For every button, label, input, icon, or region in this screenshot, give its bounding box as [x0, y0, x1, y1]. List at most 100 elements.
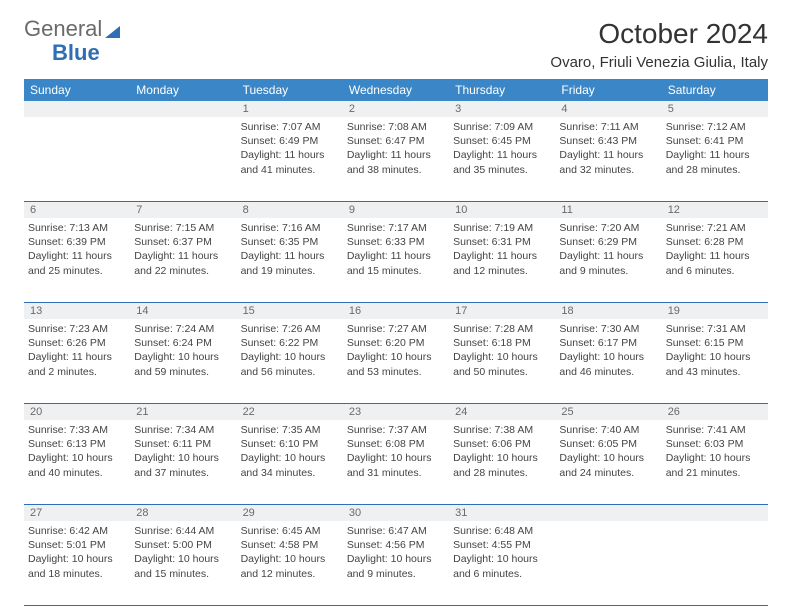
- day1-line: Daylight: 10 hours: [347, 552, 445, 566]
- sunset-line: Sunset: 5:00 PM: [134, 538, 232, 552]
- header: GeneralBlue October 2024 Ovaro, Friuli V…: [24, 18, 768, 71]
- day-cell: Sunrise: 7:13 AMSunset: 6:39 PMDaylight:…: [24, 218, 130, 302]
- daynum-row: 6789101112: [24, 202, 768, 218]
- daynum-row: 2728293031: [24, 505, 768, 521]
- week-row: Sunrise: 7:13 AMSunset: 6:39 PMDaylight:…: [24, 218, 768, 303]
- day-cell: Sunrise: 6:47 AMSunset: 4:56 PMDaylight:…: [343, 521, 449, 605]
- day-number: 15: [237, 303, 343, 319]
- sunrise-line: Sunrise: 6:47 AM: [347, 524, 445, 538]
- sunrise-line: Sunrise: 6:48 AM: [453, 524, 551, 538]
- day-number: 13: [24, 303, 130, 319]
- sunset-line: Sunset: 6:31 PM: [453, 235, 551, 249]
- day1-line: Daylight: 10 hours: [134, 451, 232, 465]
- sunrise-line: Sunrise: 7:23 AM: [28, 322, 126, 336]
- sunrise-line: Sunrise: 7:12 AM: [666, 120, 764, 134]
- day1-line: Daylight: 10 hours: [347, 451, 445, 465]
- sunset-line: Sunset: 6:03 PM: [666, 437, 764, 451]
- sunrise-line: Sunrise: 7:13 AM: [28, 221, 126, 235]
- day-number: [555, 505, 661, 521]
- day-number: 5: [662, 101, 768, 117]
- day-cell: Sunrise: 7:07 AMSunset: 6:49 PMDaylight:…: [237, 117, 343, 201]
- day2-line: and 56 minutes.: [241, 365, 339, 379]
- day-number: 19: [662, 303, 768, 319]
- day2-line: and 6 minutes.: [666, 264, 764, 278]
- sunset-line: Sunset: 4:56 PM: [347, 538, 445, 552]
- day-number: 2: [343, 101, 449, 117]
- day2-line: and 22 minutes.: [134, 264, 232, 278]
- day1-line: Daylight: 10 hours: [559, 350, 657, 364]
- day1-line: Daylight: 10 hours: [347, 350, 445, 364]
- sunset-line: Sunset: 6:43 PM: [559, 134, 657, 148]
- day-cell: Sunrise: 7:21 AMSunset: 6:28 PMDaylight:…: [662, 218, 768, 302]
- day-number: 10: [449, 202, 555, 218]
- sunset-line: Sunset: 4:58 PM: [241, 538, 339, 552]
- day1-line: Daylight: 10 hours: [453, 552, 551, 566]
- dayhead: Tuesday: [237, 79, 343, 101]
- day2-line: and 18 minutes.: [28, 567, 126, 581]
- day-number: 25: [555, 404, 661, 420]
- day1-line: Daylight: 10 hours: [241, 350, 339, 364]
- day-cell: [130, 117, 236, 201]
- sunset-line: Sunset: 6:08 PM: [347, 437, 445, 451]
- sunset-line: Sunset: 6:37 PM: [134, 235, 232, 249]
- day-cell: Sunrise: 7:20 AMSunset: 6:29 PMDaylight:…: [555, 218, 661, 302]
- day1-line: Daylight: 11 hours: [347, 148, 445, 162]
- sunrise-line: Sunrise: 7:11 AM: [559, 120, 657, 134]
- day-cell: [24, 117, 130, 201]
- day-number: 18: [555, 303, 661, 319]
- week-row: Sunrise: 6:42 AMSunset: 5:01 PMDaylight:…: [24, 521, 768, 606]
- day-number: [662, 505, 768, 521]
- day2-line: and 28 minutes.: [666, 163, 764, 177]
- day-number: 21: [130, 404, 236, 420]
- sunset-line: Sunset: 6:18 PM: [453, 336, 551, 350]
- day1-line: Daylight: 11 hours: [453, 148, 551, 162]
- sunset-line: Sunset: 6:06 PM: [453, 437, 551, 451]
- sunrise-line: Sunrise: 7:35 AM: [241, 423, 339, 437]
- day1-line: Daylight: 10 hours: [453, 451, 551, 465]
- day-cell: Sunrise: 7:27 AMSunset: 6:20 PMDaylight:…: [343, 319, 449, 403]
- day-cell: Sunrise: 7:35 AMSunset: 6:10 PMDaylight:…: [237, 420, 343, 504]
- day-cell: Sunrise: 7:12 AMSunset: 6:41 PMDaylight:…: [662, 117, 768, 201]
- dayhead: Sunday: [24, 79, 130, 101]
- sunset-line: Sunset: 6:33 PM: [347, 235, 445, 249]
- daynum-row: 12345: [24, 101, 768, 117]
- sunrise-line: Sunrise: 7:07 AM: [241, 120, 339, 134]
- week-row: Sunrise: 7:07 AMSunset: 6:49 PM Daylight:…: [24, 117, 768, 202]
- day-cell: Sunrise: 7:11 AMSunset: 6:43 PMDaylight:…: [555, 117, 661, 201]
- day1-line: Daylight: 10 hours: [666, 451, 764, 465]
- sunrise-line: Sunrise: 7:38 AM: [453, 423, 551, 437]
- day1-line: Daylight: 11 hours: [666, 249, 764, 263]
- sunrise-line: Sunrise: 7:08 AM: [347, 120, 445, 134]
- day1-line: Daylight: 10 hours: [28, 552, 126, 566]
- day2-line: and 2 minutes.: [28, 365, 126, 379]
- day-cell: [555, 521, 661, 605]
- month-title: October 2024: [550, 18, 768, 50]
- sunrise-line: Sunrise: 7:37 AM: [347, 423, 445, 437]
- day-cell: Sunrise: 7:41 AMSunset: 6:03 PMDaylight:…: [662, 420, 768, 504]
- sunset-line: Sunset: 6:47 PM: [347, 134, 445, 148]
- day-number: 26: [662, 404, 768, 420]
- day-cell: Sunrise: 7:26 AMSunset: 6:22 PMDaylight:…: [237, 319, 343, 403]
- sunset-line: Sunset: 6:28 PM: [666, 235, 764, 249]
- sunrise-line: Sunrise: 6:44 AM: [134, 524, 232, 538]
- sunrise-line: Sunrise: 7:09 AM: [453, 120, 551, 134]
- day-cell: Sunrise: 7:34 AMSunset: 6:11 PMDaylight:…: [130, 420, 236, 504]
- day2-line: and 12 minutes.: [453, 264, 551, 278]
- sunrise-line: Sunrise: 7:20 AM: [559, 221, 657, 235]
- day1-line: Daylight: 11 hours: [28, 350, 126, 364]
- sunset-line: Sunset: 6:13 PM: [28, 437, 126, 451]
- sunset-line: Sunset: 6:41 PM: [666, 134, 764, 148]
- day1-line: Daylight: 10 hours: [134, 350, 232, 364]
- day-number: [130, 101, 236, 117]
- dayhead: Saturday: [662, 79, 768, 101]
- day-number: 3: [449, 101, 555, 117]
- day-cell: Sunrise: 7:38 AMSunset: 6:06 PMDaylight:…: [449, 420, 555, 504]
- sunset-line: Sunset: 6:45 PM: [453, 134, 551, 148]
- sunset-line: Sunset: 6:49 PM: [241, 134, 339, 148]
- day2-line: and 41 minutes.: [241, 163, 339, 177]
- sunrise-line: Sunrise: 6:45 AM: [241, 524, 339, 538]
- day2-line: and 24 minutes.: [559, 466, 657, 480]
- sunrise-line: Sunrise: 7:31 AM: [666, 322, 764, 336]
- sunset-line: Sunset: 6:22 PM: [241, 336, 339, 350]
- day-cell: Sunrise: 6:42 AMSunset: 5:01 PMDaylight:…: [24, 521, 130, 605]
